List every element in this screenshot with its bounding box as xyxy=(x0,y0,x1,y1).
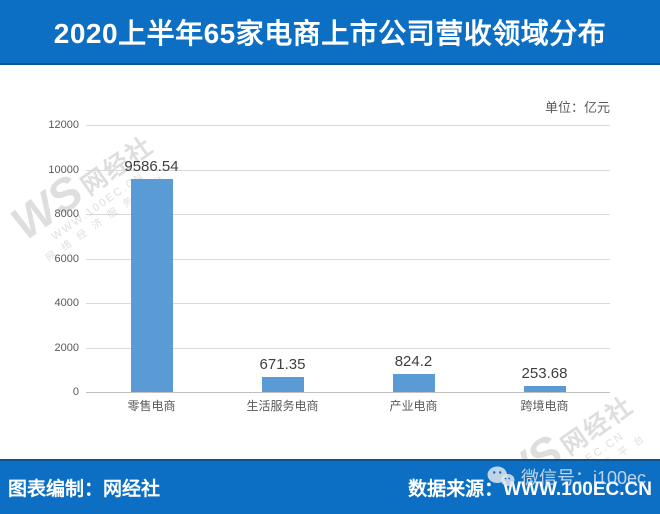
bar-生活服务电商 xyxy=(261,377,304,392)
y-axis-tick-8000: 8000 xyxy=(54,208,79,220)
gridline-2000 xyxy=(86,347,610,349)
y-axis-tick-10000: 10000 xyxy=(48,163,79,176)
y-axis-tick-2000: 2000 xyxy=(54,341,79,354)
title-bar: 2020上半年65家电商上市公司营收领域分布 xyxy=(0,0,660,65)
y-axis-tick-4000: 4000 xyxy=(54,297,79,309)
gridline-4000 xyxy=(86,303,610,304)
category-label-跨境电商: 跨境电商 xyxy=(520,399,569,413)
footer-credit-label: 图表编制：网经社 xyxy=(8,479,161,500)
gridline-12000 xyxy=(86,125,610,126)
page-title: 2020上半年65家电商上市公司营收领域分布 xyxy=(53,17,607,49)
gridline-10000 xyxy=(86,169,610,171)
gridline-6000 xyxy=(86,258,610,260)
footer-bar: 图表编制：网经社 数据来源：WWW.100EC.CN xyxy=(0,459,660,514)
gridline-8000 xyxy=(86,214,610,215)
category-label-零售电商: 零售电商 xyxy=(127,399,176,413)
bar-value-label: 253.68 xyxy=(521,365,568,383)
category-label-生活服务电商: 生活服务电商 xyxy=(246,399,319,413)
bar-chart: WS 网经社 WWW.100EC.CN 网 络 经 济 服 务 平 台 WS 网… xyxy=(0,65,660,514)
y-axis-tick-6000: 6000 xyxy=(54,252,79,265)
footer-source-label: 数据来源：WWW.100EC.CN xyxy=(408,479,652,500)
category-label-产业电商: 产业电商 xyxy=(389,399,438,413)
unit-label: 单位：亿元 xyxy=(544,100,610,115)
bar-产业电商 xyxy=(392,373,435,392)
site-watermark-top-left: WS 网经社 WWW.100EC.CN 网 络 经 济 服 务 平 台 xyxy=(0,100,204,289)
bar-value-label: 9586.54 xyxy=(124,157,179,175)
bar-零售电商 xyxy=(130,178,173,392)
bar-跨境电商 xyxy=(523,386,566,392)
bar-value-label: 824.2 xyxy=(394,352,433,370)
y-axis-tick-12000: 12000 xyxy=(48,119,79,131)
bar-value-label: 671.35 xyxy=(259,356,306,374)
gridline-0 xyxy=(86,392,610,393)
y-axis-tick-0: 0 xyxy=(72,386,79,398)
